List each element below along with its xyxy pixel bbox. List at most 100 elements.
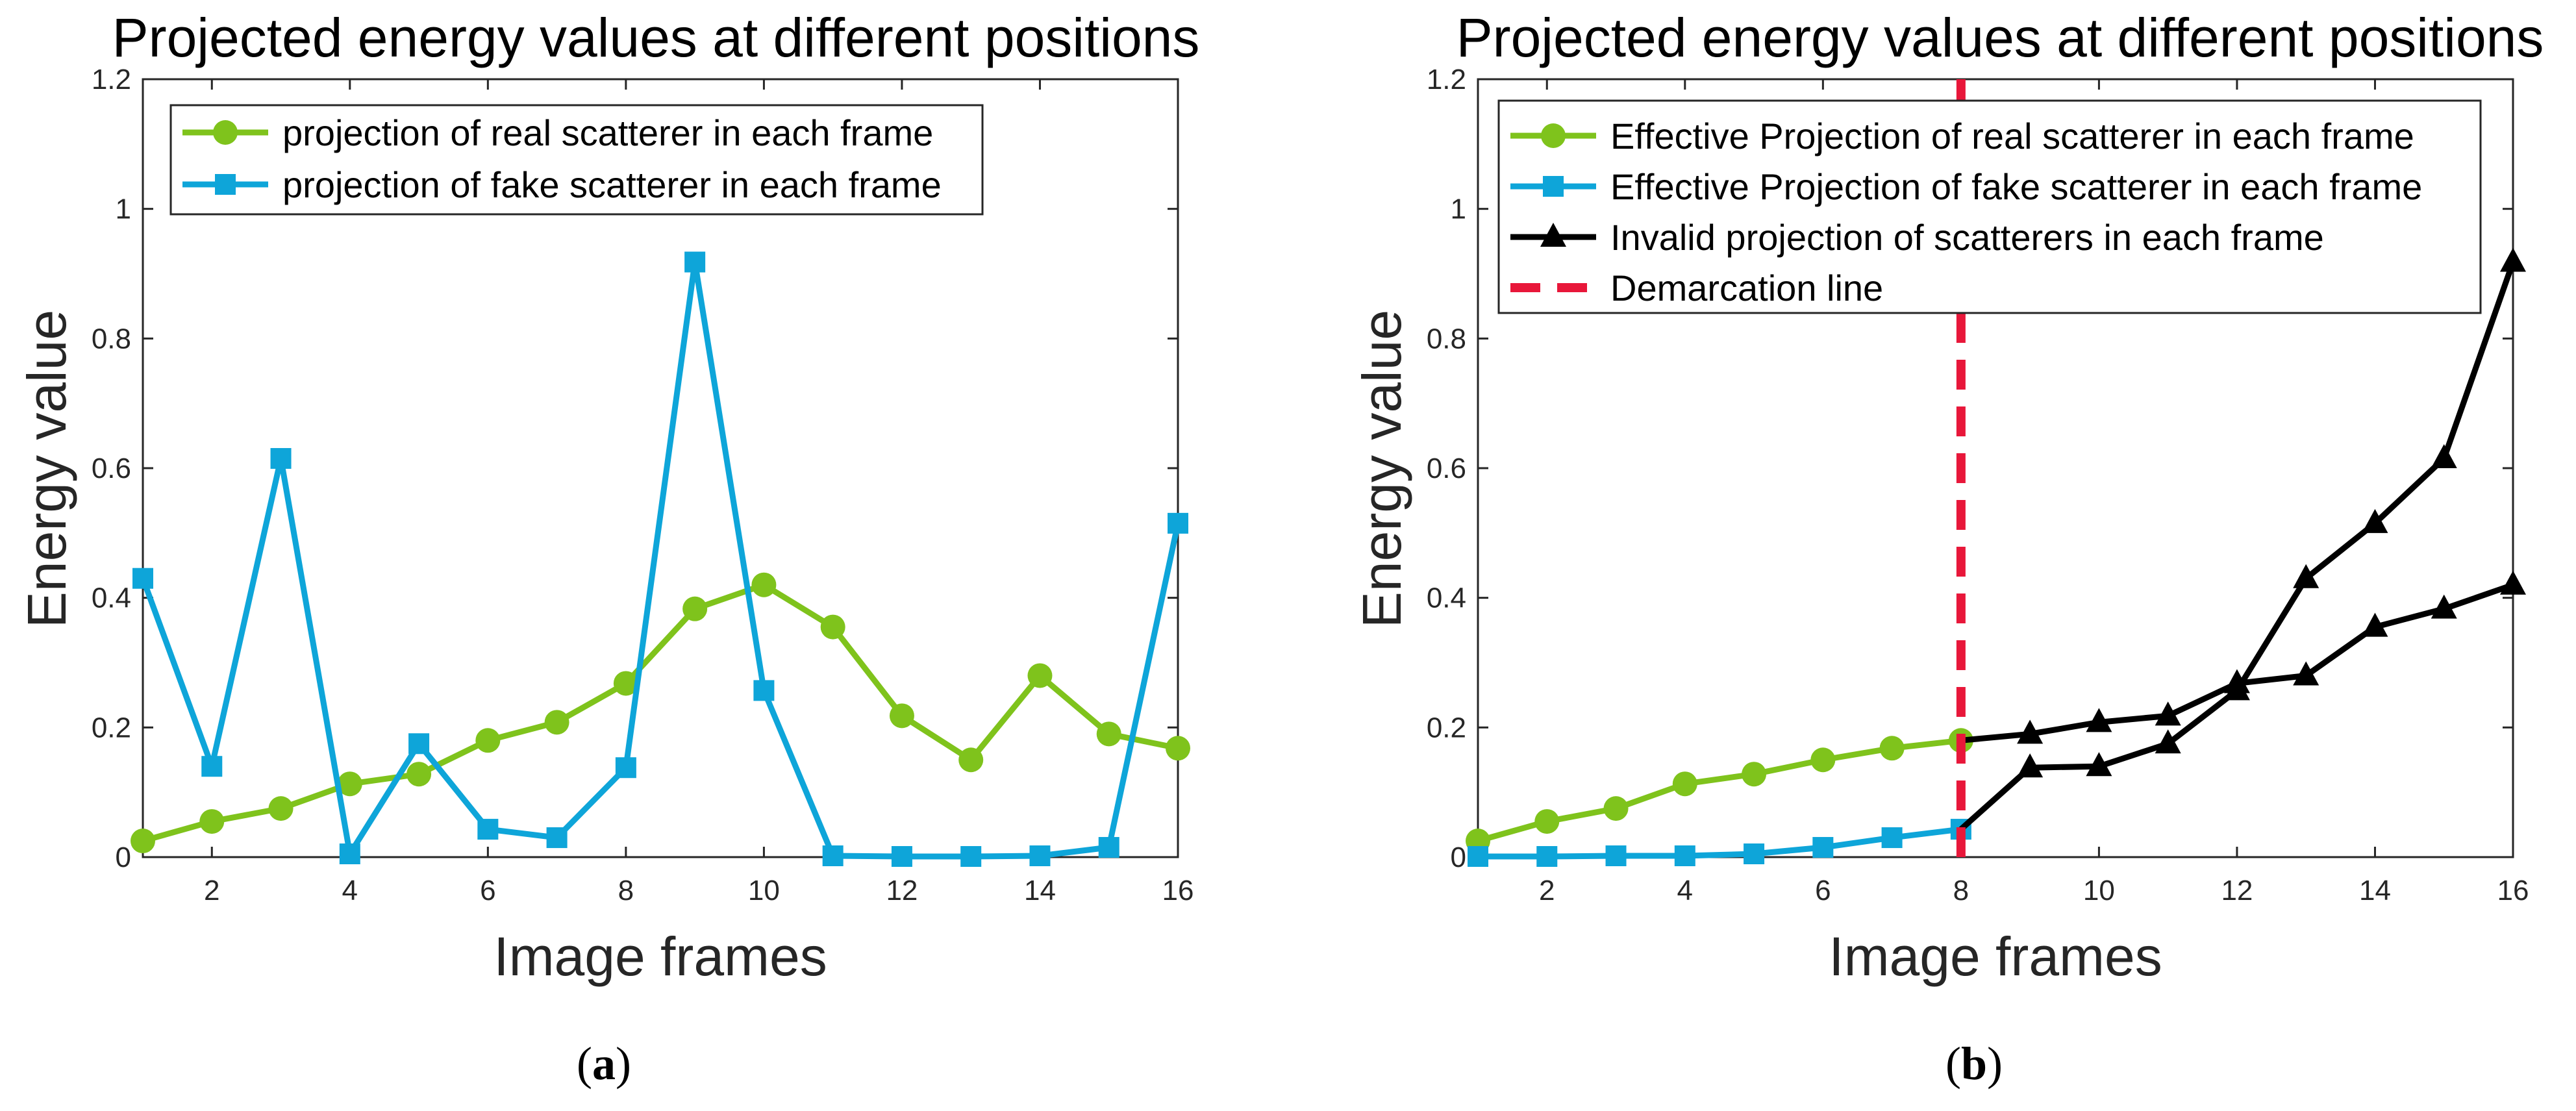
y-tick-label: 0.6 [92,453,131,484]
y-tick-label: 0.4 [92,582,131,614]
legend-marker-circle [1541,123,1566,148]
x-tick-label: 2 [204,875,219,906]
data-point-black [2362,612,2388,637]
data-point-blue [822,845,844,867]
series-line-black [1960,582,2514,743]
y-tick-label: 1 [1451,193,1466,225]
data-point-black [2431,444,2457,469]
chart-b-y-axis: 0 0.2 0.4 0.6 0.8 1 1.2 [1427,64,2513,873]
chart-b-legend-box [1497,99,2482,314]
legend-marker-circle [213,120,238,145]
data-point-green [682,596,708,621]
data-point-green [751,572,777,597]
y-tick-label: 1.2 [92,64,131,95]
data-point-blue [615,757,636,779]
legend-entry-label: Effective Projection of real scatterer i… [1610,116,2414,156]
y-tick-label: 0.8 [92,323,131,355]
data-point-blue [1098,837,1119,858]
data-point-green [475,728,501,753]
data-point-black [2017,719,2044,744]
legend-marker-square [215,174,236,195]
data-point-green [1879,736,1905,761]
series-line-green [142,582,1179,844]
data-point-green [544,710,569,735]
chart-b-title: Projected energy values at different pos… [1457,7,2544,68]
x-tick-label: 14 [2359,875,2391,906]
data-point-black [2431,594,2457,619]
data-point-blue [684,251,706,273]
data-point-black [2086,708,2112,732]
x-tick-label: 14 [1024,875,1056,906]
data-point-blue [1605,845,1627,867]
data-point-blue [132,568,153,589]
legend-entry-label: Demarcation line [1610,268,1883,308]
data-point-blue [1812,837,1834,858]
legend-marker-triangle [1540,223,1566,247]
x-tick-label: 10 [748,875,780,906]
x-tick-label: 2 [1539,875,1555,906]
data-point-blue [339,843,360,865]
y-tick-label: 1.2 [1427,64,1466,95]
data-point-green [131,829,155,854]
data-point-blue [1168,512,1188,534]
data-point-green [1672,771,1697,797]
data-point-blue [1029,845,1051,867]
data-point-black [2293,661,2320,686]
data-point-green [1742,762,1767,787]
data-point-green [1603,796,1629,821]
chart-a-legend-box [169,104,984,216]
legend-entry-label: projection of real scatterer in each fra… [282,112,933,153]
panel-b-chart: Projected energy values at different pos… [1351,7,2544,1090]
data-point-blue [1674,845,1695,867]
data-point-green [1810,747,1836,773]
data-point-black [2155,701,2181,726]
x-tick-label: 16 [1162,875,1194,906]
data-point-black [2500,247,2526,272]
data-point-green [1027,663,1053,688]
data-point-blue [1744,843,1765,865]
panel-a-chart: Projected energy values at different pos… [16,7,1199,1090]
data-point-green [337,771,362,797]
x-tick-label: 10 [2083,875,2115,906]
x-tick-label: 16 [2497,875,2529,906]
data-point-black [2086,752,2112,777]
y-tick-label: 1 [116,193,131,225]
data-point-blue [408,733,430,755]
caption-b: (b) [1945,1038,2003,1090]
data-point-green [613,671,638,696]
legend-entry-label: projection of fake scatterer in each fra… [282,164,942,205]
data-point-green [268,796,294,821]
chart-a-legend: projection of real scatterer in each fra… [169,104,984,216]
x-tick-label: 4 [1677,875,1693,906]
legend-marker-square [1543,176,1564,197]
data-point-green [199,809,225,834]
data-point-black [2223,676,2250,701]
chart-a-series [131,251,1190,868]
series-line-blue [140,259,1181,860]
x-tick-label: 12 [2221,875,2253,906]
y-tick-label: 0.8 [1427,323,1466,355]
data-point-blue [477,819,499,840]
series-line-blue [1478,826,1962,860]
data-point-black [2500,570,2526,595]
data-point-blue [1536,846,1558,868]
data-point-blue [960,846,982,868]
y-tick-label: 0.4 [1427,582,1466,614]
x-tick-label: 4 [342,875,358,906]
x-tick-label: 6 [1815,875,1831,906]
data-point-green [889,703,914,729]
y-tick-label: 0.2 [1427,712,1466,743]
chart-a-y-label: Energy value [16,310,77,628]
data-point-black [2155,729,2181,754]
data-point-blue [201,756,223,777]
y-tick-label: 0.6 [1427,453,1466,484]
data-point-black [2017,753,2044,778]
x-tick-label: 8 [618,875,634,906]
x-tick-label: 8 [1953,875,1969,906]
data-point-green [1166,736,1190,761]
legend-entry-label: Effective Projection of fake scatterer i… [1610,166,2422,207]
chart-a-x-axis: 2 4 6 8 10 12 14 16 [204,79,1194,906]
chart-a-title: Projected energy values at different pos… [112,7,1200,68]
data-point-black [2362,508,2388,533]
